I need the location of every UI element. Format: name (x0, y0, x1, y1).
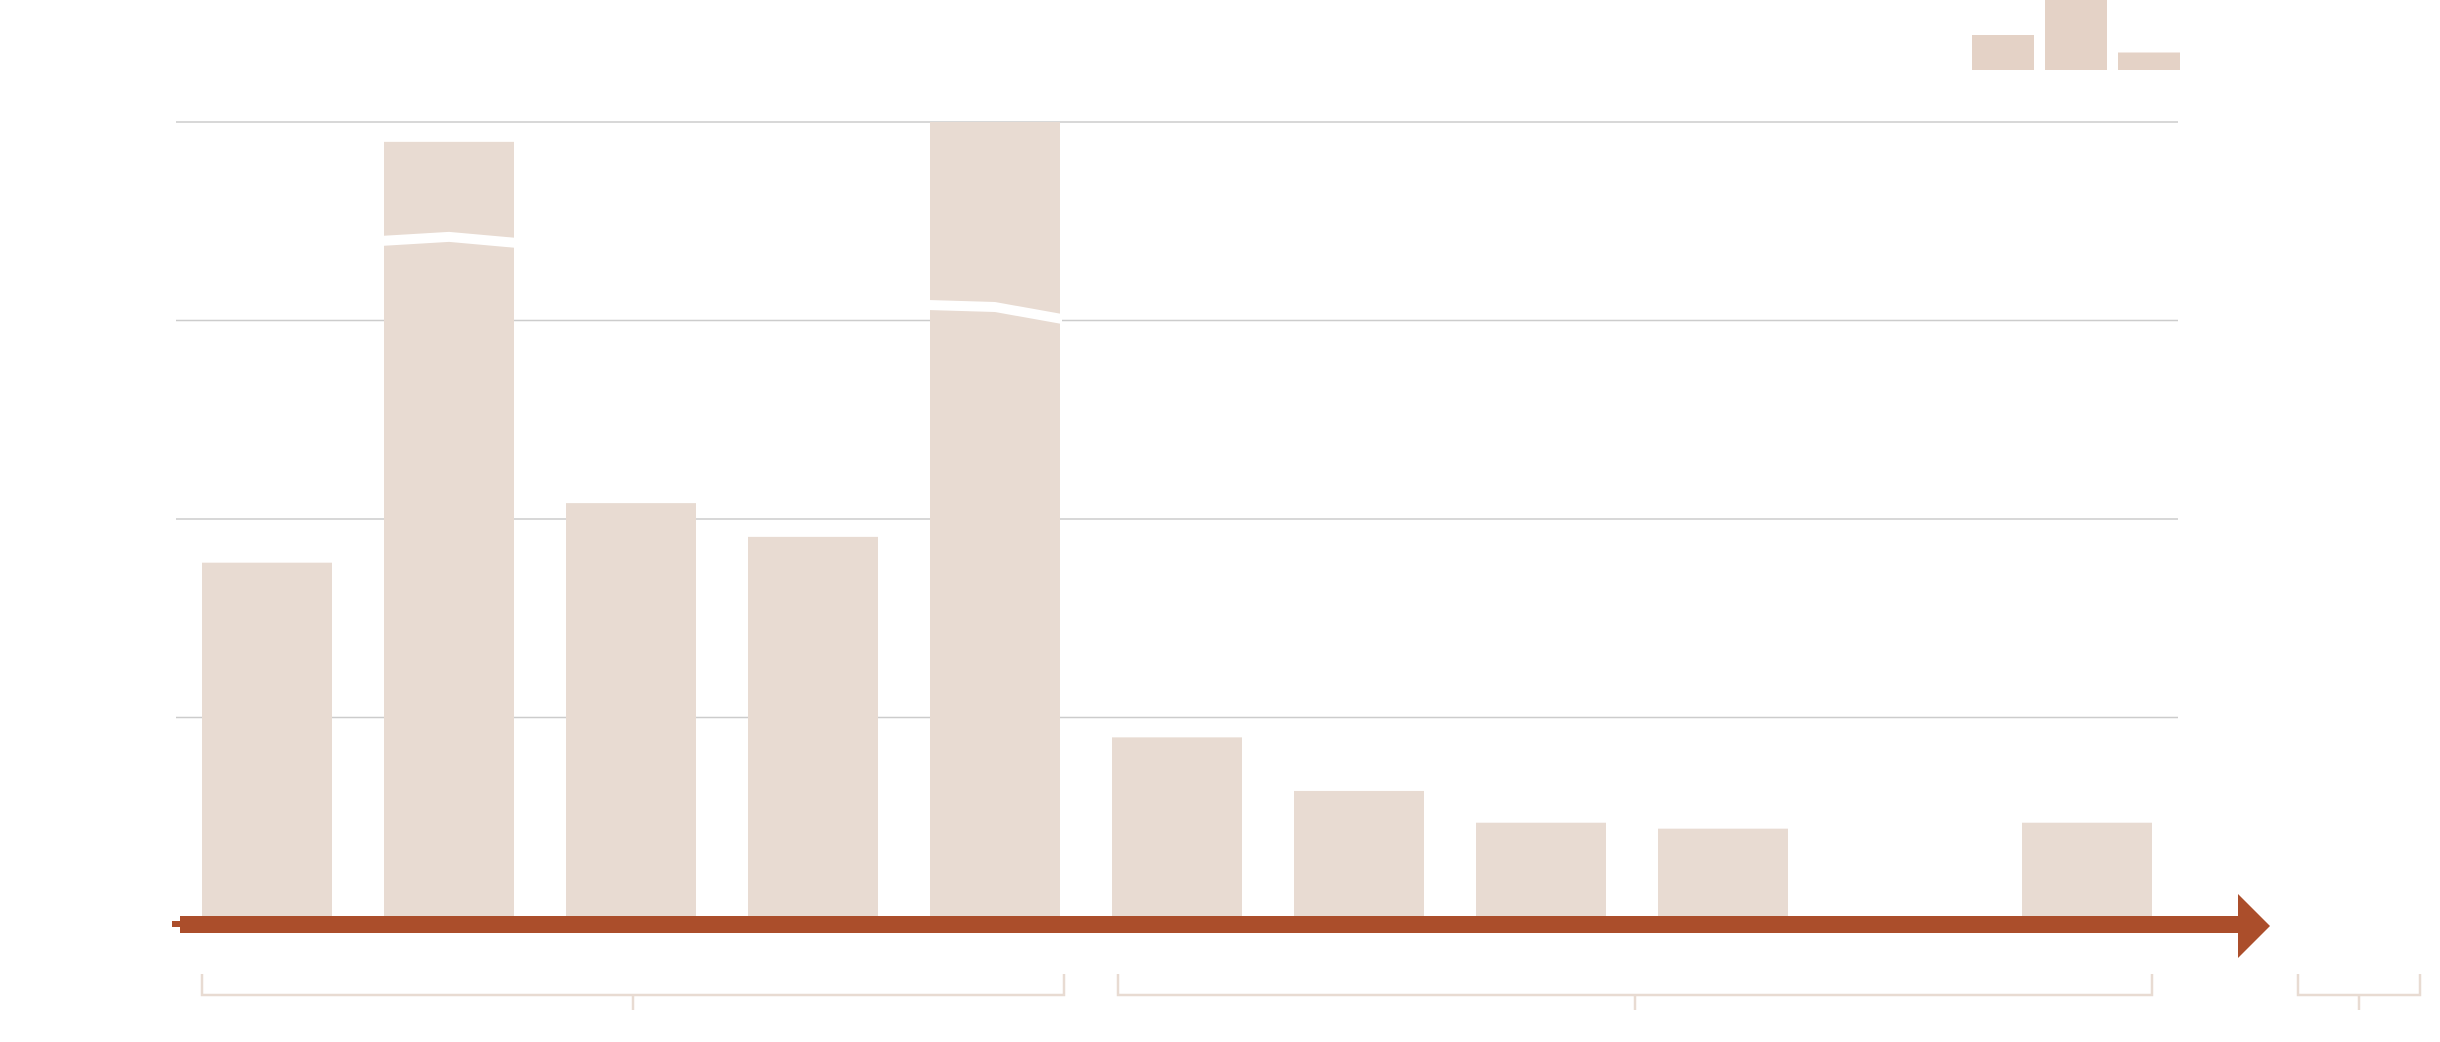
bar (930, 122, 1060, 916)
bar (748, 536, 878, 916)
x-axis-line (180, 916, 2240, 933)
x-axis-start-tick (172, 921, 182, 927)
group-bracket (1116, 974, 2154, 997)
bar (2022, 822, 2152, 916)
bar (1112, 737, 1242, 916)
bar (1658, 828, 1788, 916)
bar (384, 141, 514, 917)
x-axis (172, 894, 2270, 958)
bar (202, 562, 332, 916)
legend (1972, 0, 2180, 70)
axis-break-mark (382, 231, 516, 248)
group-bracket (200, 974, 1066, 997)
legend-swatch (2118, 52, 2180, 70)
group-brackets (200, 974, 2422, 1010)
bar (1476, 822, 1606, 916)
x-axis-arrow (2238, 894, 2270, 958)
bar (1294, 790, 1424, 916)
bars (202, 122, 2152, 917)
legend-swatch (1972, 35, 2034, 70)
legend-swatch (2045, 0, 2107, 70)
group-bracket (2296, 974, 2422, 997)
axis-break-mark (928, 300, 1062, 324)
bar (566, 503, 696, 916)
